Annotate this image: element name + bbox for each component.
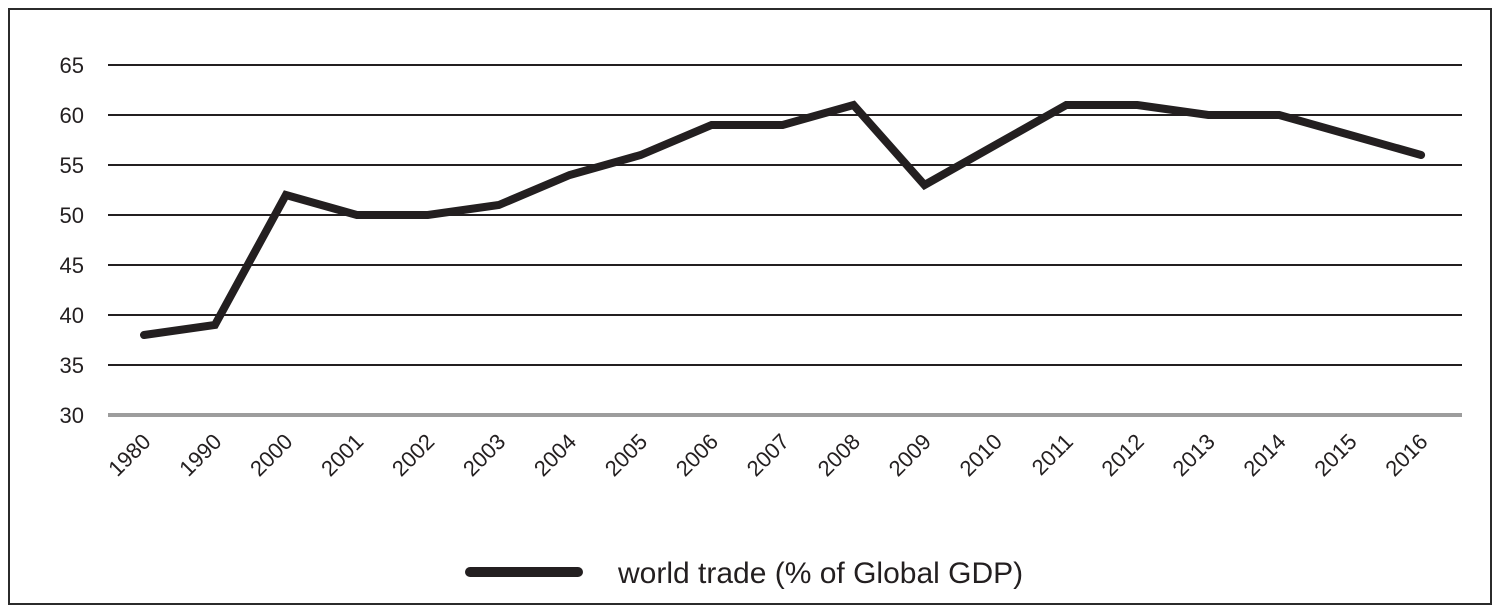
x-tick-label: 2011 <box>1027 429 1078 480</box>
y-tick-label: 55 <box>60 153 84 178</box>
y-tick-label: 50 <box>60 203 84 228</box>
x-tick-label: 2014 <box>1238 429 1290 481</box>
x-tick-label: 2008 <box>813 429 865 481</box>
x-tick-label: 1990 <box>174 429 226 481</box>
x-tick-label: 2006 <box>671 429 723 481</box>
y-axis-tick-labels: 30 35 40 45 50 55 60 65 <box>60 53 84 428</box>
x-tick-label: 2009 <box>884 429 936 481</box>
x-tick-label: 2002 <box>387 429 439 481</box>
legend: world trade (% of Global GDP) <box>465 557 1023 590</box>
x-tick-label: 2001 <box>316 429 368 481</box>
x-tick-label: 2005 <box>600 429 652 481</box>
x-tick-label: 2016 <box>1380 429 1432 481</box>
x-tick-label: 2010 <box>955 429 1007 481</box>
series-line-world-trade <box>140 100 1426 339</box>
x-tick-label: 1980 <box>103 429 155 481</box>
y-tick-label: 30 <box>60 403 84 428</box>
x-tick-label: 2007 <box>742 429 794 481</box>
y-tick-label: 40 <box>60 303 84 328</box>
x-tick-label: 2015 <box>1309 429 1361 481</box>
y-tick-label: 65 <box>60 53 84 78</box>
x-axis-tick-labels: 1980 1990 2000 2001 2002 2003 2004 2005 2006 2007… <box>103 429 1432 481</box>
y-tick-label: 60 <box>60 103 84 128</box>
x-tick-label: 2003 <box>458 429 510 481</box>
x-tick-label: 2000 <box>245 429 297 481</box>
x-tick-label: 2004 <box>529 429 581 481</box>
y-tick-label: 35 <box>60 353 84 378</box>
y-tick-label: 45 <box>60 253 84 278</box>
x-tick-label: 2012 <box>1097 429 1149 481</box>
legend-label: world trade (% of Global GDP) <box>617 557 1023 590</box>
x-tick-label: 2013 <box>1167 429 1219 481</box>
chart-frame <box>8 8 1492 605</box>
